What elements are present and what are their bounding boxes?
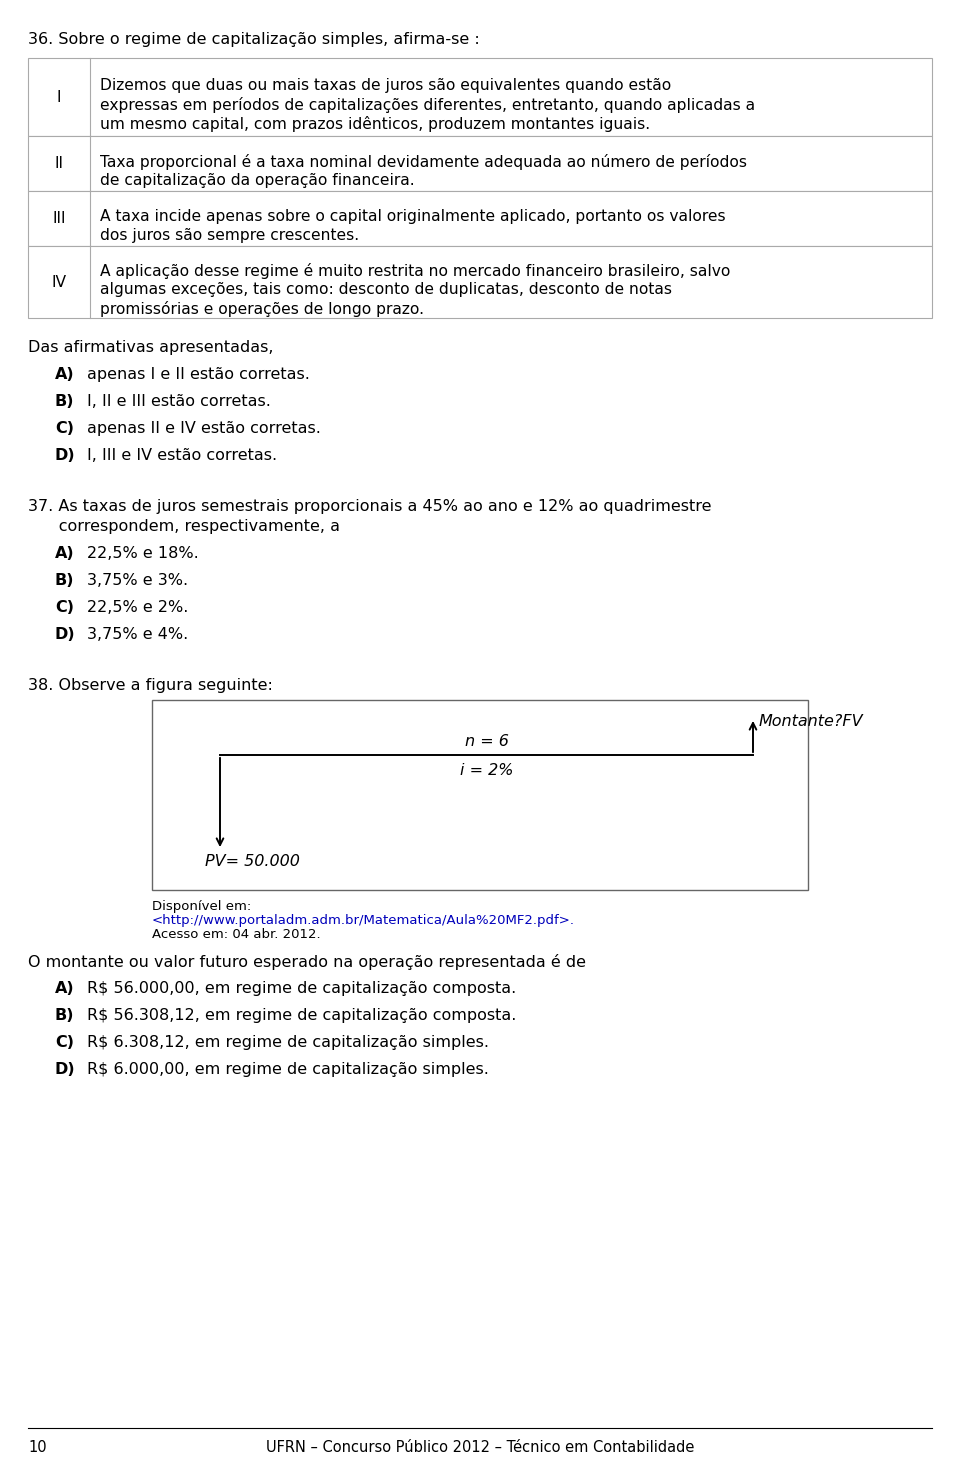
Text: Disponível em:: Disponível em: bbox=[152, 900, 252, 913]
Text: A taxa incide apenas sobre o capital originalmente aplicado, portanto os valores: A taxa incide apenas sobre o capital ori… bbox=[100, 209, 726, 223]
Bar bbox=[28, 245, 932, 318]
Text: 22,5% e 18%.: 22,5% e 18%. bbox=[87, 545, 199, 562]
Text: 36. Sobre o regime de capitalização simples, afirma-se :: 36. Sobre o regime de capitalização simp… bbox=[28, 32, 480, 47]
Text: C): C) bbox=[55, 1035, 74, 1050]
Text: B): B) bbox=[55, 394, 75, 409]
Text: R$ 6.000,00, em regime de capitalização simples.: R$ 6.000,00, em regime de capitalização … bbox=[87, 1061, 489, 1078]
Text: B): B) bbox=[55, 1008, 75, 1023]
Text: 3,75% e 3%.: 3,75% e 3%. bbox=[87, 573, 188, 588]
Text: UFRN – Concurso Público 2012 – Técnico em Contabilidade: UFRN – Concurso Público 2012 – Técnico e… bbox=[266, 1441, 694, 1455]
Text: D): D) bbox=[55, 628, 76, 642]
Text: i = 2%: i = 2% bbox=[460, 763, 514, 778]
Text: D): D) bbox=[55, 448, 76, 463]
Text: Montante?FV: Montante?FV bbox=[759, 714, 864, 729]
Text: C): C) bbox=[55, 600, 74, 614]
Text: um mesmo capital, com prazos idênticos, produzem montantes iguais.: um mesmo capital, com prazos idênticos, … bbox=[100, 116, 650, 132]
Text: dos juros são sempre crescentes.: dos juros são sempre crescentes. bbox=[100, 228, 359, 243]
Text: n = 6: n = 6 bbox=[465, 734, 509, 750]
Text: I: I bbox=[57, 90, 61, 104]
Text: IV: IV bbox=[52, 275, 66, 290]
Text: apenas I e II estão corretas.: apenas I e II estão corretas. bbox=[87, 368, 310, 382]
Text: de capitalização da operação financeira.: de capitalização da operação financeira. bbox=[100, 173, 415, 188]
Text: D): D) bbox=[55, 1061, 76, 1078]
Text: promissórias e operações de longo prazo.: promissórias e operações de longo prazo. bbox=[100, 301, 424, 318]
Text: 3,75% e 4%.: 3,75% e 4%. bbox=[87, 628, 188, 642]
Text: A): A) bbox=[55, 545, 75, 562]
Text: R$ 6.308,12, em regime de capitalização simples.: R$ 6.308,12, em regime de capitalização … bbox=[87, 1035, 489, 1050]
Text: A): A) bbox=[55, 980, 75, 997]
Text: O montante ou valor futuro esperado na operação representada é de: O montante ou valor futuro esperado na o… bbox=[28, 954, 586, 970]
Text: apenas II e IV estão corretas.: apenas II e IV estão corretas. bbox=[87, 420, 321, 437]
Bar bbox=[28, 57, 932, 137]
Text: R$ 56.308,12, em regime de capitalização composta.: R$ 56.308,12, em regime de capitalização… bbox=[87, 1008, 516, 1023]
Text: PV= 50.000: PV= 50.000 bbox=[205, 854, 300, 869]
Bar bbox=[152, 700, 808, 889]
Text: 38. Observe a figura seguinte:: 38. Observe a figura seguinte: bbox=[28, 678, 273, 692]
Text: Taxa proporcional é a taxa nominal devidamente adequada ao número de períodos: Taxa proporcional é a taxa nominal devid… bbox=[100, 154, 747, 171]
Text: I, III e IV estão corretas.: I, III e IV estão corretas. bbox=[87, 448, 277, 463]
Text: A): A) bbox=[55, 368, 75, 382]
Text: B): B) bbox=[55, 573, 75, 588]
Text: <http://www.portaladm.adm.br/Matematica/Aula%20MF2.pdf>.: <http://www.portaladm.adm.br/Matematica/… bbox=[152, 914, 575, 928]
Text: Acesso em: 04 abr. 2012.: Acesso em: 04 abr. 2012. bbox=[152, 928, 321, 941]
Text: II: II bbox=[55, 156, 63, 171]
Text: algumas exceções, tais como: desconto de duplicatas, desconto de notas: algumas exceções, tais como: desconto de… bbox=[100, 282, 672, 297]
Text: C): C) bbox=[55, 420, 74, 437]
Text: III: III bbox=[52, 212, 65, 226]
Text: A aplicação desse regime é muito restrita no mercado financeiro brasileiro, salv: A aplicação desse regime é muito restrit… bbox=[100, 263, 731, 279]
Text: expressas em períodos de capitalizações diferentes, entretanto, quando aplicadas: expressas em períodos de capitalizações … bbox=[100, 97, 756, 113]
Text: 10: 10 bbox=[28, 1441, 47, 1455]
Text: 22,5% e 2%.: 22,5% e 2%. bbox=[87, 600, 188, 614]
Text: R$ 56.000,00, em regime de capitalização composta.: R$ 56.000,00, em regime de capitalização… bbox=[87, 980, 516, 997]
Text: 37. As taxas de juros semestrais proporcionais a 45% ao ano e 12% ao quadrimestr: 37. As taxas de juros semestrais proporc… bbox=[28, 498, 711, 514]
Text: correspondem, respectivamente, a: correspondem, respectivamente, a bbox=[28, 519, 340, 534]
Text: Dizemos que duas ou mais taxas de juros são equivalentes quando estão: Dizemos que duas ou mais taxas de juros … bbox=[100, 78, 671, 93]
Bar bbox=[28, 191, 932, 245]
Text: Das afirmativas apresentadas,: Das afirmativas apresentadas, bbox=[28, 340, 274, 354]
Bar bbox=[28, 137, 932, 191]
Text: I, II e III estão corretas.: I, II e III estão corretas. bbox=[87, 394, 271, 409]
